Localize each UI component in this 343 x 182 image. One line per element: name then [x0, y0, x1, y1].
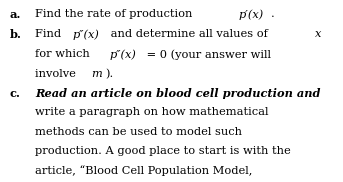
Text: for which: for which [35, 49, 94, 59]
Text: .: . [271, 9, 275, 19]
Text: p″(x): p″(x) [109, 49, 136, 60]
Text: c.: c. [10, 88, 20, 99]
Text: a.: a. [10, 9, 21, 20]
Text: Find: Find [35, 29, 65, 39]
Text: production. A good place to start is with the: production. A good place to start is wit… [35, 146, 291, 156]
Text: ).: ). [105, 69, 114, 79]
Text: involve: involve [35, 69, 80, 79]
Text: x: x [315, 29, 321, 39]
Text: p′(x): p′(x) [239, 9, 264, 19]
Text: = 0 (your answer will: = 0 (your answer will [143, 49, 271, 60]
Text: Find the rate of production: Find the rate of production [35, 9, 196, 19]
Text: Read an article on blood cell production and: Read an article on blood cell production… [35, 88, 321, 99]
Text: methods can be used to model such: methods can be used to model such [35, 127, 243, 137]
Text: b.: b. [10, 29, 21, 40]
Text: m: m [92, 69, 102, 79]
Text: write a paragraph on how mathematical: write a paragraph on how mathematical [35, 107, 269, 117]
Text: p″(x): p″(x) [73, 29, 100, 40]
Text: article, “Blood Cell Population Model,: article, “Blood Cell Population Model, [35, 165, 253, 176]
Text: and determine all values of: and determine all values of [107, 29, 271, 39]
